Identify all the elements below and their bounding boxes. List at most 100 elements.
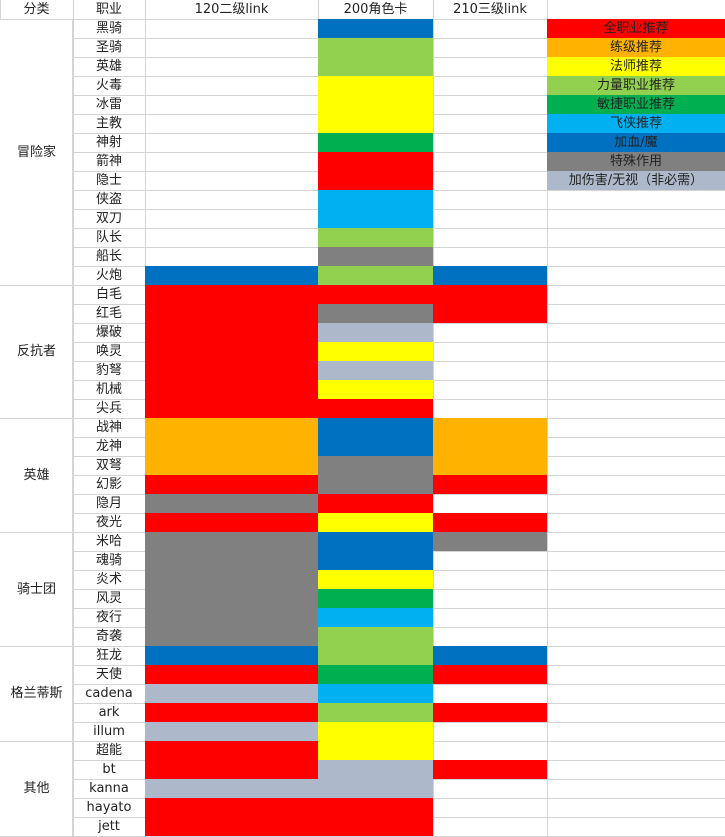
header-card200[interactable]: 200角色卡 (343, 2, 408, 17)
color-cell[interactable] (318, 152, 433, 190)
job-label[interactable]: 尖兵 (95, 401, 122, 416)
color-cell[interactable] (433, 703, 547, 722)
job-label[interactable]: 米哈 (95, 534, 122, 549)
job-label[interactable]: 侠盗 (95, 192, 122, 207)
legend-item[interactable]: 加血/魔 (547, 133, 725, 152)
color-cell[interactable] (318, 665, 433, 684)
job-label[interactable]: 双弩 (95, 458, 122, 473)
job-label[interactable]: bt (102, 762, 116, 777)
color-cell[interactable] (145, 665, 318, 684)
color-cell[interactable] (145, 285, 318, 418)
header-link210[interactable]: 210三级link (453, 2, 527, 17)
header-job[interactable]: 职业 (95, 2, 122, 17)
color-cell[interactable] (318, 798, 433, 836)
color-cell[interactable] (318, 456, 433, 494)
job-label[interactable]: 风灵 (95, 591, 122, 606)
color-cell[interactable] (318, 266, 433, 285)
job-label[interactable]: 火毒 (95, 78, 122, 93)
job-label[interactable]: 白毛 (95, 287, 122, 302)
job-label[interactable]: 船长 (95, 249, 122, 264)
color-cell[interactable] (433, 532, 547, 551)
color-cell[interactable] (318, 627, 433, 665)
job-label[interactable]: illum (93, 724, 125, 739)
job-label[interactable]: 圣骑 (95, 40, 122, 55)
color-cell[interactable] (318, 513, 433, 532)
color-cell[interactable] (318, 133, 433, 152)
job-label[interactable]: 夜光 (95, 515, 122, 530)
color-cell[interactable] (433, 760, 547, 779)
color-cell[interactable] (433, 266, 547, 285)
job-label[interactable]: 战神 (95, 420, 122, 435)
color-cell[interactable] (318, 399, 433, 418)
color-cell[interactable] (318, 684, 433, 703)
job-label[interactable]: hayato (86, 800, 132, 815)
color-cell[interactable] (318, 361, 433, 380)
color-cell[interactable] (318, 760, 433, 798)
job-label[interactable]: 神射 (95, 135, 122, 150)
color-cell[interactable] (433, 646, 547, 665)
group-label[interactable]: 反抗者 (16, 344, 56, 359)
color-cell[interactable] (145, 741, 318, 779)
job-label[interactable]: 英雄 (95, 59, 122, 74)
legend-item[interactable]: 力量职业推荐 (547, 76, 725, 95)
job-label[interactable]: 天使 (95, 667, 122, 682)
color-cell[interactable] (145, 494, 318, 513)
color-cell[interactable] (318, 532, 433, 570)
job-label[interactable]: 隐月 (95, 496, 122, 511)
color-cell[interactable] (145, 703, 318, 722)
color-cell[interactable] (318, 323, 433, 342)
color-cell[interactable] (145, 684, 318, 703)
job-label[interactable]: 龙神 (95, 439, 122, 454)
job-label[interactable]: 机械 (95, 382, 122, 397)
job-label[interactable]: 夜行 (95, 610, 122, 625)
legend-item[interactable]: 特殊作用 (547, 152, 725, 171)
legend-item[interactable]: 敏捷职业推荐 (547, 95, 725, 114)
color-cell[interactable] (433, 418, 547, 475)
color-cell[interactable] (145, 475, 318, 494)
color-cell[interactable] (318, 703, 433, 722)
job-label[interactable]: 冰雷 (95, 97, 122, 112)
color-cell[interactable] (318, 380, 433, 399)
header-category[interactable]: 分类 (23, 2, 50, 17)
color-cell[interactable] (433, 475, 547, 494)
job-label[interactable]: 红毛 (95, 306, 122, 321)
color-cell[interactable] (145, 418, 318, 475)
job-label[interactable]: cadena (85, 686, 133, 701)
job-label[interactable]: 隐士 (95, 173, 122, 188)
color-cell[interactable] (433, 513, 547, 532)
legend-item[interactable]: 加伤害/无视（非必需） (547, 171, 725, 190)
job-label[interactable]: 奇袭 (95, 629, 122, 644)
color-cell[interactable] (318, 608, 433, 627)
color-cell[interactable] (433, 285, 547, 323)
color-cell[interactable] (433, 665, 547, 684)
job-label[interactable]: 炎术 (95, 572, 122, 587)
job-label[interactable]: 幻影 (95, 477, 122, 492)
group-label[interactable]: 格兰蒂斯 (10, 686, 63, 701)
job-label[interactable]: 豹弩 (95, 363, 122, 378)
job-label[interactable]: 超能 (95, 743, 122, 758)
job-label[interactable]: 唤灵 (95, 344, 122, 359)
color-cell[interactable] (318, 285, 433, 304)
color-cell[interactable] (145, 722, 318, 741)
job-label[interactable]: ark (98, 705, 120, 720)
job-label[interactable]: 黑骑 (95, 21, 122, 36)
color-cell[interactable] (318, 190, 433, 228)
color-cell[interactable] (145, 513, 318, 532)
job-label[interactable]: 队长 (95, 230, 122, 245)
color-cell[interactable] (318, 570, 433, 589)
legend-item[interactable]: 练级推荐 (547, 38, 725, 57)
job-label[interactable]: 火炮 (95, 268, 122, 283)
job-label[interactable]: 魂骑 (95, 553, 122, 568)
color-cell[interactable] (318, 342, 433, 361)
color-cell[interactable] (318, 494, 433, 513)
group-label[interactable]: 英雄 (23, 467, 50, 483)
legend-item[interactable]: 飞侠推荐 (547, 114, 725, 133)
job-label[interactable]: jett (98, 819, 120, 834)
group-label[interactable]: 骑士团 (16, 581, 56, 597)
job-label[interactable]: 狂龙 (95, 648, 122, 663)
header-link120[interactable]: 120二级link (194, 2, 269, 17)
job-label[interactable]: 箭神 (95, 154, 122, 169)
color-cell[interactable] (318, 418, 433, 456)
legend-item[interactable]: 法师推荐 (547, 57, 725, 76)
job-label[interactable]: kanna (89, 781, 129, 796)
